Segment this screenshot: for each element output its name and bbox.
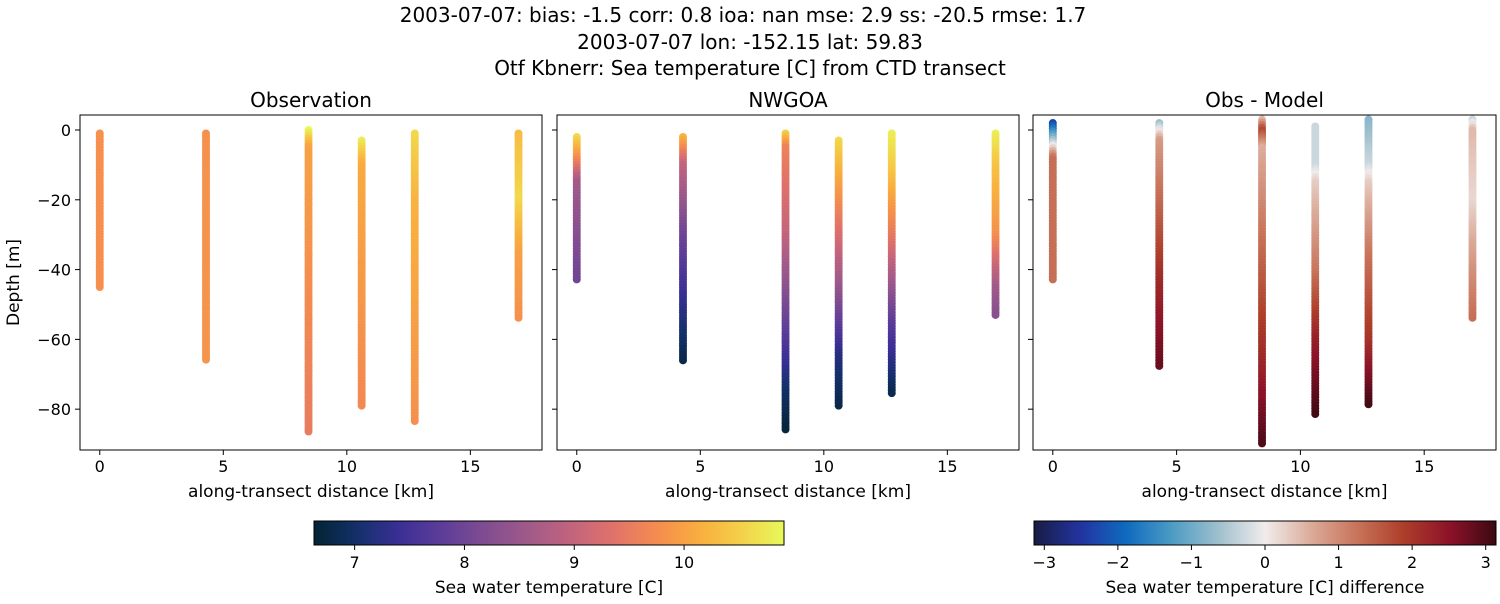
suptitle-line-3: Otf Kbnerr: Sea temperature [C] from CTD… [494,56,1006,80]
y-tick-label: −20 [37,191,71,210]
x-axis-label: along-transect distance [km] [665,482,911,502]
data-point [572,275,581,284]
data-point [781,425,790,434]
colorbar-tick-label: 10 [674,553,694,572]
data-point [834,401,843,410]
data-point [304,427,313,436]
data-point [1311,410,1320,419]
x-tick-label: 10 [337,457,357,476]
colorbar-tick-label: 7 [350,553,360,572]
colorbar-tick-label: 2 [1407,553,1417,572]
data-point [357,401,366,410]
data-point [991,310,1000,319]
x-axis-label: along-transect distance [km] [1142,482,1388,502]
profile-0 [1048,119,1057,284]
profile-3 [357,136,366,410]
colorbar-gradient [1033,520,1497,546]
x-tick-label: 5 [695,457,705,476]
colorbar-gradient [313,520,785,546]
y-axis-label: Depth [m] [4,239,24,326]
profile-1 [202,129,210,364]
panel-2: Obs - Model 0 5 10 15 along-transect distance… [1028,88,1497,502]
profile-5 [991,129,1000,319]
profile-5 [514,129,523,322]
y-tick-label: −60 [37,330,71,349]
profile-3 [1311,122,1320,419]
data-point [202,355,210,364]
data-point [679,356,687,365]
axes-frame [1032,114,1497,451]
colorbar-label: Sea water temperature [C] [435,578,663,598]
profile-4 [887,129,896,398]
axes-frame [79,114,543,451]
x-tick-label: 0 [572,457,582,476]
x-axis-label: along-transect distance [km] [188,482,434,502]
x-tick-label: 10 [1290,457,1310,476]
x-tick-label: 5 [1172,457,1182,476]
data-point [1048,275,1057,284]
x-tick-label: 10 [814,457,834,476]
profile-1 [679,132,687,365]
panel-title: NWGOA [748,88,828,112]
profile-2 [1258,115,1267,448]
profile-4 [410,129,419,426]
y-tick-label: −40 [37,261,71,280]
data-point [514,313,523,322]
x-tick-label: 15 [1414,457,1434,476]
panel-title: Obs - Model [1205,88,1324,112]
data-point [1364,400,1373,409]
data-point [1258,439,1267,448]
panel-1: NWGOA 0 5 10 15 along-transect distance [km] [552,88,1020,502]
data-point [95,283,104,292]
colorbar-0: 7 8 9 10 Sea water temperature [C] [313,520,785,598]
axes-frame [556,114,1020,451]
suptitle-line-1: 2003-07-07: bias: -1.5 corr: 0.8 ioa: na… [400,3,1087,27]
colorbar-tick-label: 9 [569,553,579,572]
y-tick-label: 0 [61,121,71,140]
data-point [1155,361,1164,370]
y-tick-label: −80 [37,400,71,419]
profile-5 [1468,115,1477,322]
colorbar-tick-label: 0 [1260,553,1270,572]
data-point [887,389,896,398]
panel-title: Observation [250,88,372,112]
profile-2 [781,129,790,434]
colorbar-1: −3 −2 −1 0 1 2 3 Sea water temperature [C] diff… [1033,520,1497,598]
profile-4 [1364,115,1373,409]
profile-1 [1155,119,1164,370]
x-tick-label: 5 [218,457,228,476]
data-point [1468,313,1477,322]
suptitle-line-2: 2003-07-07 lon: -152.15 lat: 59.83 [577,30,923,54]
profile-3 [834,136,843,410]
panel-0: Observation 0 5 10 15 0 −20 −40 −60 −80 along-tran… [4,88,543,502]
colorbar-tick-label: 8 [459,553,469,572]
colorbar-label: Sea water temperature [C] difference [1105,578,1424,598]
colorbar-tick-label: 3 [1481,553,1491,572]
x-tick-label: 15 [460,457,480,476]
profile-2 [304,126,313,436]
data-point [410,417,419,426]
profile-0 [572,132,581,284]
x-tick-label: 0 [95,457,105,476]
colorbar-tick-label: −1 [1180,553,1204,572]
x-tick-label: 0 [1048,457,1058,476]
colorbar-tick-label: 1 [1333,553,1343,572]
profile-0 [95,129,104,292]
colorbar-tick-label: −3 [1033,553,1057,572]
x-tick-label: 15 [937,457,957,476]
colorbar-tick-label: −2 [1106,553,1130,572]
